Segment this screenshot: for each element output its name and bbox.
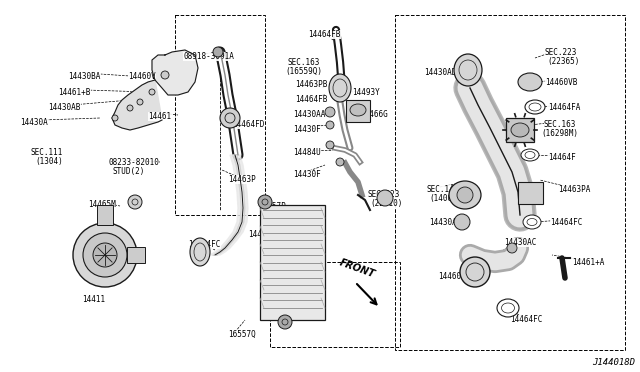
Polygon shape [152, 50, 198, 95]
Text: SEC.223: SEC.223 [368, 190, 401, 199]
Bar [260, 205, 325, 320]
Circle shape [213, 47, 223, 57]
Text: 14430AB: 14430AB [48, 103, 81, 112]
Bar [395, 15, 625, 350]
Text: 14460VB: 14460VB [545, 78, 577, 87]
Text: 16557Q: 16557Q [228, 330, 256, 339]
Ellipse shape [454, 54, 482, 86]
Circle shape [73, 223, 137, 287]
Text: 14463P: 14463P [228, 175, 256, 184]
Text: FRONT: FRONT [338, 258, 376, 280]
Ellipse shape [329, 74, 351, 102]
Bar [506, 118, 534, 142]
Text: 14463PB: 14463PB [295, 80, 328, 89]
Text: 08233-82010: 08233-82010 [108, 158, 159, 167]
Circle shape [457, 187, 473, 203]
Text: 14464F: 14464F [548, 153, 576, 162]
Circle shape [128, 195, 142, 209]
Text: 14430AC: 14430AC [504, 238, 536, 247]
Text: 14464FB: 14464FB [308, 30, 340, 39]
Circle shape [326, 121, 334, 129]
Ellipse shape [518, 73, 542, 91]
Text: 14430F: 14430F [293, 125, 321, 134]
Ellipse shape [511, 123, 529, 137]
Ellipse shape [449, 181, 481, 209]
Circle shape [454, 214, 470, 230]
Text: (14001): (14001) [429, 194, 461, 203]
Polygon shape [112, 80, 162, 130]
Text: 14411: 14411 [82, 295, 105, 304]
Text: 14461+B: 14461+B [58, 88, 90, 97]
Text: (1304): (1304) [35, 157, 63, 166]
Text: 14496: 14496 [248, 230, 271, 239]
Ellipse shape [523, 215, 541, 229]
Text: 14430A: 14430A [20, 118, 48, 127]
Text: 14464FB: 14464FB [295, 95, 328, 104]
Bar [127, 247, 145, 263]
Text: (22365): (22365) [547, 57, 579, 66]
Bar [270, 262, 400, 347]
Circle shape [326, 141, 334, 149]
Text: 14484U: 14484U [293, 148, 321, 157]
Bar [175, 15, 265, 215]
Text: STUD(2): STUD(2) [112, 167, 145, 176]
Text: 14463PA: 14463PA [558, 185, 590, 194]
Circle shape [112, 115, 118, 121]
Ellipse shape [190, 238, 210, 266]
Circle shape [149, 89, 155, 95]
Circle shape [93, 243, 117, 267]
Bar [97, 205, 113, 225]
Ellipse shape [350, 104, 366, 116]
Text: SEC.223: SEC.223 [545, 48, 577, 57]
Text: (22310): (22310) [370, 199, 403, 208]
Text: 14460VA: 14460VA [438, 272, 470, 281]
Circle shape [161, 71, 169, 79]
Circle shape [127, 105, 133, 111]
Bar [346, 100, 370, 122]
Text: 14464FC: 14464FC [510, 315, 542, 324]
Text: 14464FC: 14464FC [550, 218, 582, 227]
Ellipse shape [521, 149, 539, 161]
Ellipse shape [460, 257, 490, 287]
Text: (16298M): (16298M) [541, 129, 578, 138]
Circle shape [83, 233, 127, 277]
Circle shape [377, 190, 393, 206]
Text: J144018D: J144018D [592, 358, 635, 367]
Text: 14464FD: 14464FD [232, 120, 264, 129]
Text: 14460V: 14460V [128, 72, 156, 81]
Circle shape [220, 108, 240, 128]
Text: 14461+A: 14461+A [572, 258, 604, 267]
Text: SEC.111: SEC.111 [30, 148, 62, 157]
Text: 14430F: 14430F [293, 170, 321, 179]
Text: 14430AD: 14430AD [429, 218, 461, 227]
Text: 14461: 14461 [148, 112, 171, 121]
Polygon shape [210, 155, 248, 255]
Circle shape [325, 107, 335, 117]
Text: 08918-3091A: 08918-3091A [183, 52, 234, 61]
Circle shape [137, 99, 143, 105]
Bar [518, 182, 543, 204]
Circle shape [507, 243, 517, 253]
Text: 14430AD: 14430AD [424, 68, 456, 77]
Text: 14430BA: 14430BA [68, 72, 100, 81]
Circle shape [258, 195, 272, 209]
Text: SEC.140: SEC.140 [427, 185, 460, 194]
Circle shape [336, 158, 344, 166]
Circle shape [278, 315, 292, 329]
Text: 14466G: 14466G [360, 110, 388, 119]
Text: SEC.163: SEC.163 [288, 58, 321, 67]
Text: 14465M: 14465M [88, 200, 116, 209]
Text: SEC.163: SEC.163 [544, 120, 577, 129]
Text: 14464FC: 14464FC [188, 240, 220, 249]
Text: (16559Q): (16559Q) [285, 67, 322, 76]
Text: 16557P: 16557P [258, 202, 285, 211]
Ellipse shape [525, 100, 545, 114]
Text: 14430AA: 14430AA [293, 110, 325, 119]
Text: 14493Y: 14493Y [352, 88, 380, 97]
Ellipse shape [497, 299, 519, 317]
Text: 14464FA: 14464FA [548, 103, 580, 112]
